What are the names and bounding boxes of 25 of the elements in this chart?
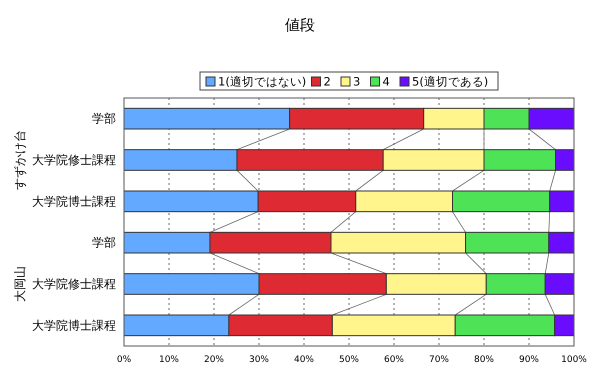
x-tick-label: 70%	[428, 355, 450, 365]
x-tick-label: 90%	[518, 355, 540, 365]
x-tick-label: 50%	[338, 355, 360, 365]
y-tick-label: 学部	[92, 236, 116, 250]
x-tick-label: 10%	[158, 355, 180, 365]
x-tick-label: 80%	[474, 355, 494, 365]
x-tick-label: 40%	[294, 355, 314, 365]
y-tick-label: 大学院博士課程	[32, 318, 116, 332]
text: 大岡山	[13, 266, 27, 302]
legend-label: 5(適切である)	[412, 74, 488, 88]
y-tick-label: 学部	[92, 112, 116, 126]
y-tick-label: 大学院博士課程	[32, 194, 116, 208]
legend-label: 4	[382, 74, 390, 88]
legend-label: 1(適切ではない)	[218, 74, 306, 88]
y-tick-label: 大学院修士課程	[32, 153, 116, 167]
x-tick-label: 100%	[561, 355, 588, 365]
y-tick-label: 大学院修士課程	[32, 277, 116, 291]
legend-label: 2	[324, 74, 331, 88]
chart-title: 値段	[285, 16, 315, 34]
x-tick-label: 30%	[248, 355, 270, 365]
x-tick-label: 60%	[384, 355, 404, 365]
x-tick-label: 20%	[204, 355, 224, 365]
legend-label: 3	[353, 74, 360, 88]
x-tick-label: 0%	[116, 355, 132, 365]
text: すずかけ台	[13, 130, 27, 190]
